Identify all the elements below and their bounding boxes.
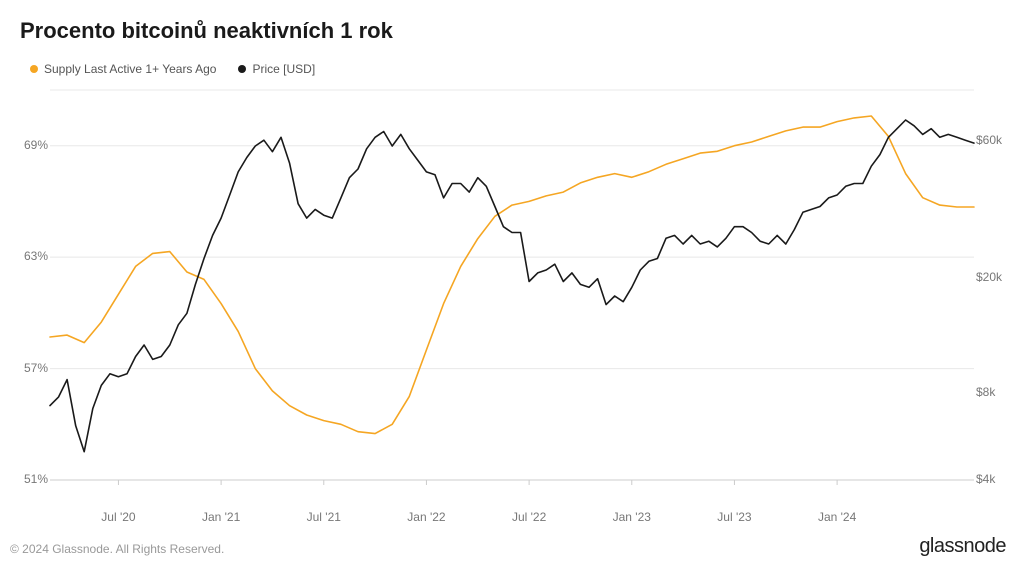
chart-title: Procento bitcoinů neaktivních 1 rok (20, 18, 393, 44)
y-right-tick-label: $4k (976, 472, 1020, 486)
copyright-text: © 2024 Glassnode. All Rights Reserved. (10, 542, 224, 556)
chart-container: Procento bitcoinů neaktivních 1 rok Supp… (0, 0, 1024, 566)
y-left-tick-label: 63% (0, 249, 48, 263)
x-tick-label: Jul '21 (307, 510, 341, 524)
x-tick-label: Jan '24 (818, 510, 856, 524)
y-right-tick-label: $8k (976, 385, 1020, 399)
legend-dot-price (238, 65, 246, 73)
x-tick-label: Jan '23 (613, 510, 651, 524)
series-supply-line (50, 116, 974, 434)
x-tick-label: Jan '21 (202, 510, 240, 524)
y-right-tick-label: $20k (976, 270, 1020, 284)
legend-item-supply: Supply Last Active 1+ Years Ago (30, 62, 216, 76)
legend: Supply Last Active 1+ Years Ago Price [U… (30, 62, 315, 76)
legend-item-price: Price [USD] (238, 62, 315, 76)
x-tick-label: Jul '22 (512, 510, 546, 524)
x-tick-label: Jul '20 (101, 510, 135, 524)
legend-label-supply: Supply Last Active 1+ Years Ago (44, 62, 216, 76)
y-left-tick-label: 69% (0, 138, 48, 152)
legend-label-price: Price [USD] (252, 62, 315, 76)
y-right-tick-label: $60k (976, 133, 1020, 147)
plot-area (50, 90, 974, 500)
x-tick-label: Jan '22 (407, 510, 445, 524)
y-left-tick-label: 51% (0, 472, 48, 486)
y-left-tick-label: 57% (0, 361, 48, 375)
series-price-line (50, 120, 974, 452)
brand-logo-text: glassnode (919, 535, 1006, 558)
x-tick-label: Jul '23 (717, 510, 751, 524)
legend-dot-supply (30, 65, 38, 73)
